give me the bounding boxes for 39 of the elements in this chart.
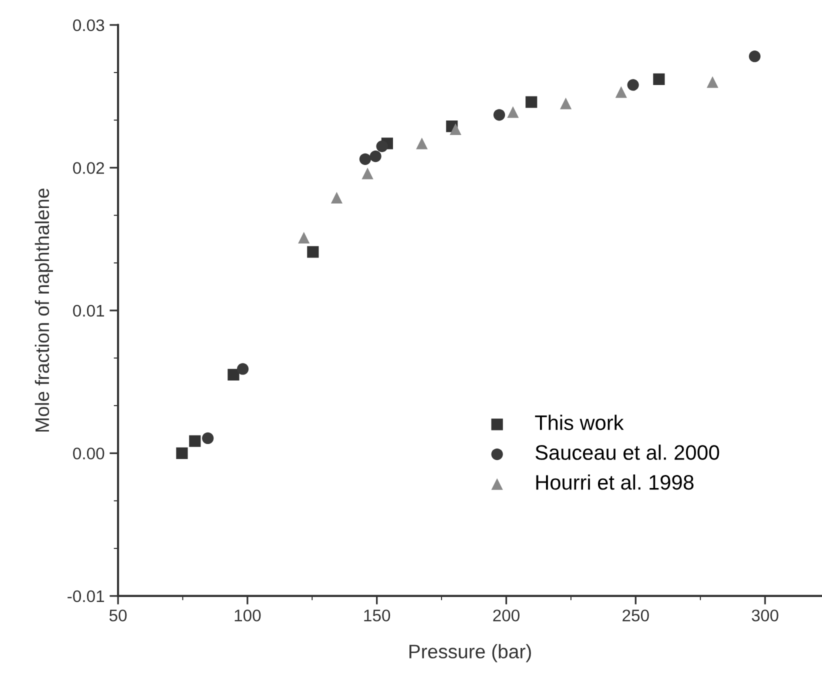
point: [359, 153, 372, 165]
point: [376, 140, 388, 152]
y-tick-label: 0.01: [73, 304, 104, 317]
point: [706, 76, 718, 88]
point: [298, 232, 310, 244]
point: [615, 86, 627, 98]
point: [228, 368, 240, 381]
y-tick-label: 0.02: [73, 162, 104, 174]
point: [189, 435, 201, 447]
point: [450, 123, 462, 135]
x-tick-label: 300: [752, 610, 778, 622]
legend-label: This work: [535, 414, 624, 430]
point: [176, 447, 188, 460]
y-tick-label: 0.00: [73, 448, 104, 460]
point: [236, 363, 249, 375]
point: [416, 138, 428, 150]
point: [202, 432, 214, 444]
point: [560, 98, 572, 110]
x-tick-label: 150: [364, 610, 390, 622]
x-tick-label: 100: [234, 610, 261, 622]
legend-label: Sauceau et al. 2000: [536, 444, 720, 460]
y-tick-label: -0.01: [68, 590, 104, 602]
point: [526, 96, 538, 108]
point: [507, 106, 519, 118]
point: [653, 73, 665, 86]
y-tick-label: 0.03: [73, 19, 104, 32]
x-tick-label: 200: [493, 610, 520, 622]
x-tick-label: 250: [622, 610, 649, 622]
point: [627, 79, 639, 91]
x-axis-title: Pressure (bar): [409, 644, 531, 662]
point: [307, 246, 319, 258]
point: [362, 168, 374, 180]
x-tick-label: 50: [109, 610, 127, 622]
point: [370, 150, 382, 162]
legend-label: Hourri et al. 1998: [536, 474, 694, 490]
point: [748, 50, 761, 62]
point: [330, 192, 343, 204]
point: [493, 109, 506, 121]
y-axis-title: Mole fraction of naphthalene: [34, 188, 53, 432]
